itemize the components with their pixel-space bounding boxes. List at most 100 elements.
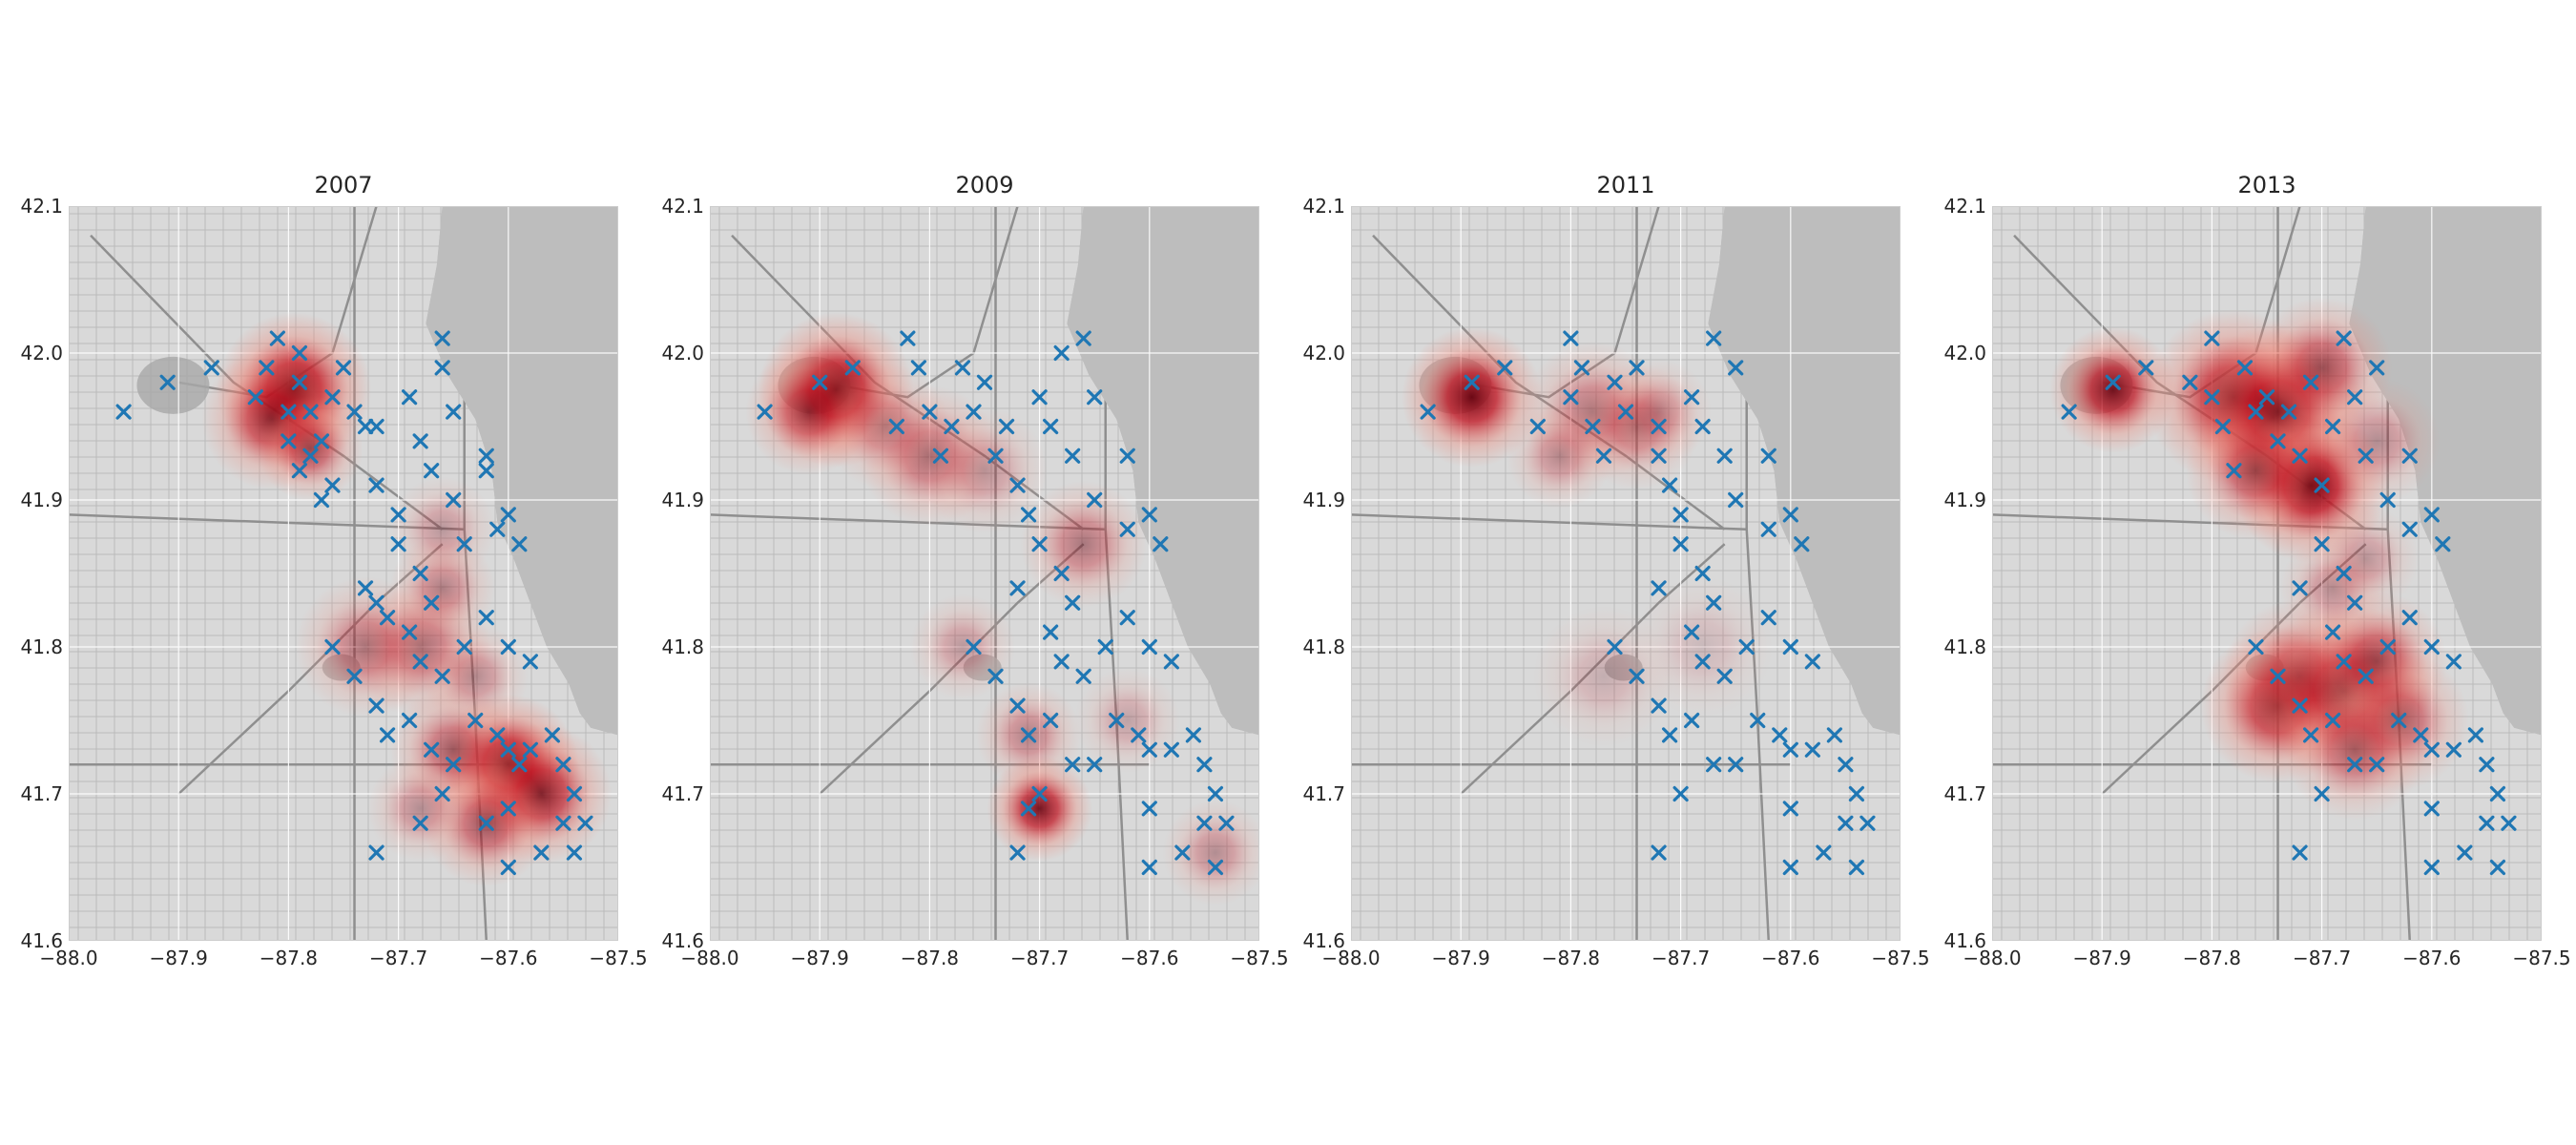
x-marker: [379, 610, 396, 626]
x-marker: [1065, 757, 1081, 773]
x-marker: [511, 536, 528, 552]
x-tick-label: −87.9: [790, 947, 849, 969]
x-marker: [2413, 727, 2429, 743]
x-tick-label: −87.7: [1009, 947, 1070, 969]
x-marker: [357, 418, 374, 435]
x-marker: [302, 404, 319, 420]
x-marker: [2347, 594, 2363, 611]
heat-hotspot: [2049, 326, 2177, 453]
x-marker: [324, 477, 341, 493]
x-marker: [1131, 727, 1147, 743]
x-marker: [1218, 815, 1235, 831]
x-marker: [2457, 844, 2473, 861]
y-tick-label: 41.7: [661, 782, 704, 805]
x-marker: [2336, 565, 2352, 582]
x-marker: [478, 463, 494, 479]
x-marker: [2401, 521, 2418, 537]
x-marker: [966, 404, 982, 420]
x-marker: [478, 448, 494, 464]
x-marker: [1651, 697, 1667, 714]
x-marker: [368, 418, 384, 435]
x-marker: [368, 594, 384, 611]
x-marker: [1838, 815, 1854, 831]
x-marker: [1750, 712, 1766, 729]
x-marker: [1651, 418, 1667, 435]
x-tick-label: −88.0: [680, 947, 739, 969]
x-marker: [1153, 536, 1169, 552]
axes-frame: [69, 206, 618, 941]
x-marker: [324, 638, 341, 656]
x-marker: [500, 507, 516, 523]
x-marker: [2236, 360, 2254, 376]
x-marker: [379, 727, 396, 743]
x-marker: [2423, 741, 2440, 758]
x-tick-label: −87.6: [1761, 947, 1820, 969]
x-marker: [522, 741, 538, 758]
x-marker: [1119, 448, 1135, 464]
x-marker: [1109, 712, 1125, 729]
x-marker: [1196, 815, 1213, 831]
x-tick-label: −87.5: [1230, 947, 1289, 969]
x-tick-label: −87.5: [1871, 947, 1930, 969]
y-tick-label: 41.8: [1302, 635, 1345, 658]
x-marker: [412, 654, 428, 670]
x-marker: [1684, 389, 1700, 406]
x-marker: [1651, 844, 1667, 861]
x-marker: [346, 404, 363, 420]
heat-hotspot: [2284, 679, 2425, 821]
panel-title-2013: 2013: [2237, 172, 2296, 198]
x-marker: [2258, 389, 2275, 406]
x-marker: [2204, 389, 2220, 406]
x-marker: [1043, 712, 1059, 729]
x-marker: [1738, 638, 1755, 656]
x-marker: [2138, 360, 2154, 376]
x-tick-label: −88.0: [1963, 947, 2022, 969]
map-panel-2011: [1351, 206, 1901, 941]
x-marker: [812, 374, 828, 390]
x-marker: [2314, 477, 2330, 493]
x-marker: [1661, 477, 1678, 493]
x-marker: [2501, 815, 2517, 831]
x-marker: [368, 844, 384, 861]
x-marker: [888, 418, 904, 435]
x-marker: [2435, 536, 2451, 552]
x-marker: [1716, 448, 1733, 464]
heat-hotspot: [1606, 359, 1712, 465]
x-marker: [500, 859, 516, 876]
x-marker: [302, 448, 319, 464]
x-marker: [2302, 727, 2319, 743]
x-marker: [1782, 801, 1798, 817]
x-marker: [1694, 565, 1711, 582]
x-tick-label: −87.5: [589, 947, 648, 969]
x-marker: [1075, 330, 1091, 346]
x-marker: [434, 360, 450, 376]
y-tick-label: 41.9: [20, 489, 63, 511]
x-marker: [1119, 610, 1135, 626]
x-tick-label: −87.7: [1651, 947, 1711, 969]
x-marker: [954, 360, 971, 376]
x-marker: [2280, 404, 2297, 420]
x-marker: [2347, 389, 2363, 406]
x-marker: [346, 668, 363, 684]
x-marker: [500, 801, 516, 817]
x-marker: [1661, 727, 1678, 743]
x-marker: [2445, 741, 2462, 758]
x-marker: [1141, 859, 1157, 876]
x-marker: [368, 477, 384, 493]
x-marker: [1672, 536, 1689, 552]
x-marker: [987, 668, 1004, 684]
x-marker: [1497, 360, 1513, 376]
x-marker: [1760, 521, 1776, 537]
panel-title-2009: 2009: [955, 172, 1014, 198]
heat-hotspot: [258, 395, 364, 502]
x-marker: [2401, 448, 2418, 464]
x-marker: [533, 844, 550, 861]
x-marker: [1087, 389, 1103, 406]
x-marker: [2325, 624, 2341, 640]
x-tick-label: −87.6: [1120, 947, 1179, 969]
x-marker: [1087, 757, 1103, 773]
x-marker: [1672, 507, 1689, 523]
x-marker: [1617, 404, 1634, 420]
y-tick-label: 41.6: [661, 929, 704, 952]
x-marker: [446, 757, 462, 773]
